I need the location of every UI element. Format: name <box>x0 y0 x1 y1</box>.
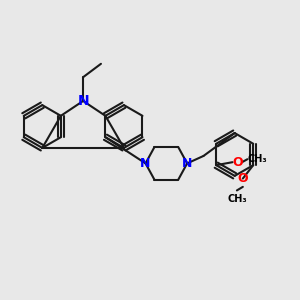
Text: O: O <box>232 156 243 169</box>
Text: CH₃: CH₃ <box>248 154 268 164</box>
Text: N: N <box>182 157 192 170</box>
Text: O: O <box>238 172 248 185</box>
Text: CH₃: CH₃ <box>227 194 247 204</box>
Text: N: N <box>77 94 89 108</box>
Text: N: N <box>140 157 151 170</box>
